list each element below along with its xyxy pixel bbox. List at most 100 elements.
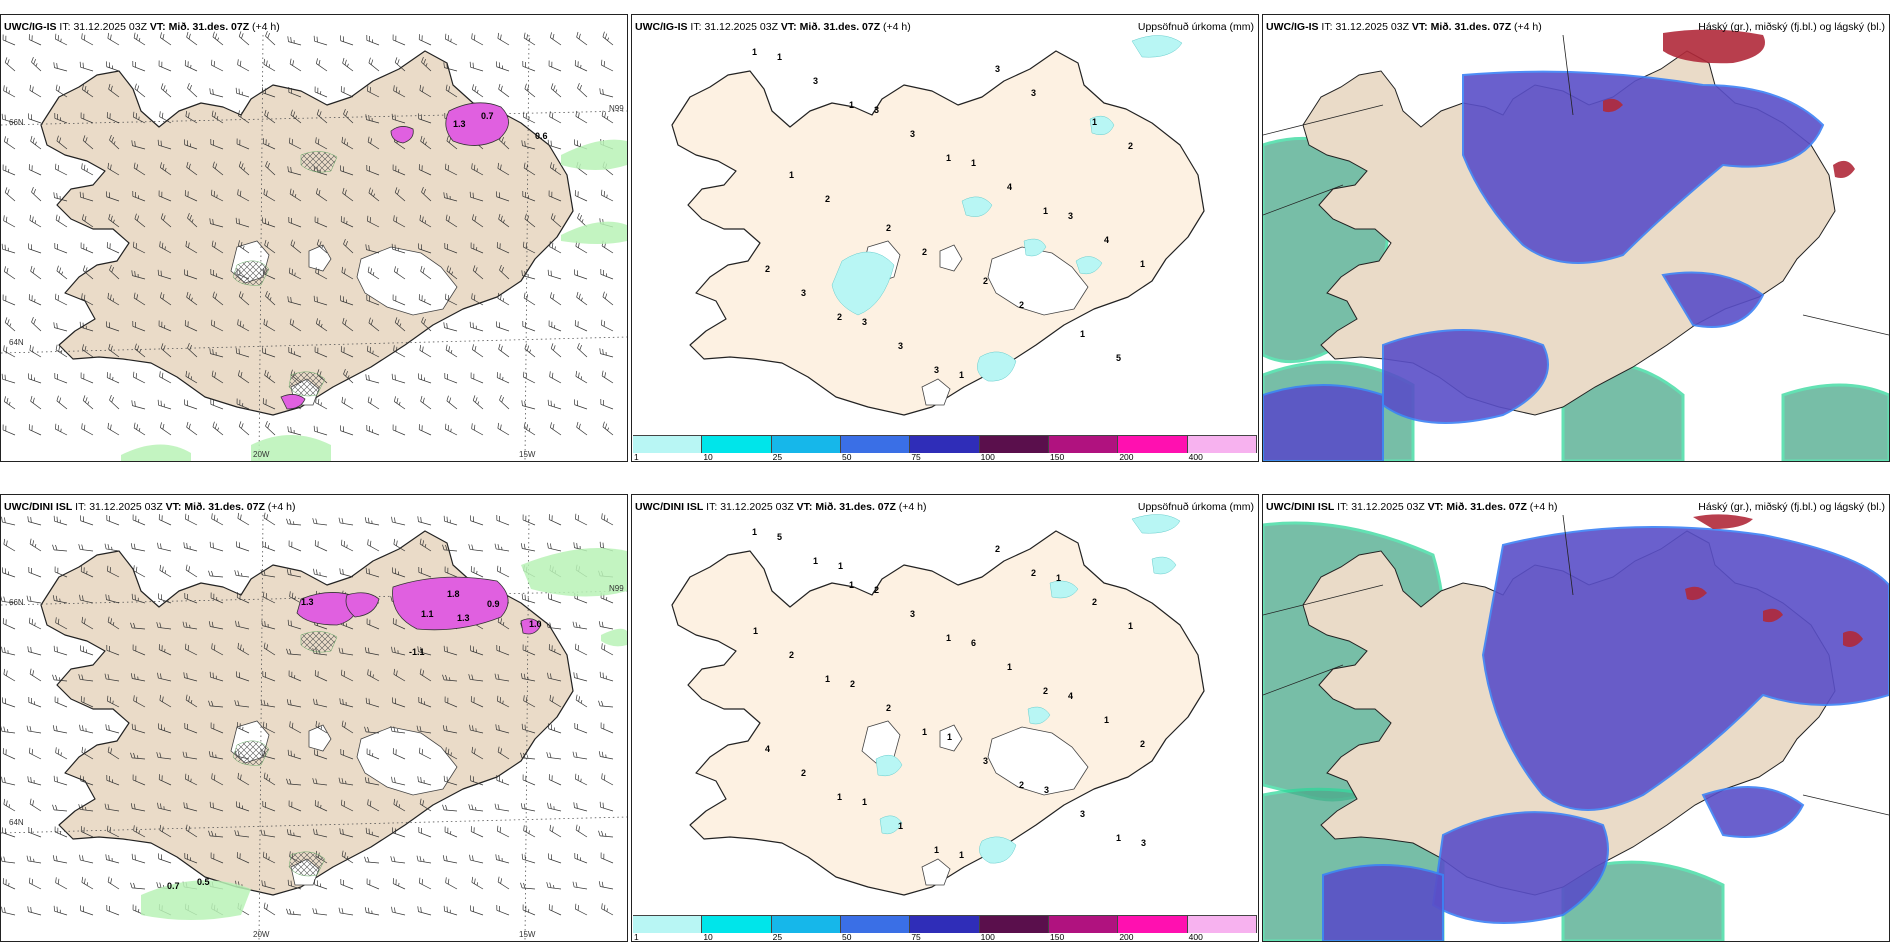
wind-barb xyxy=(132,60,146,72)
wind-barb xyxy=(1,373,16,384)
wind-barb xyxy=(106,904,120,916)
wind-barb xyxy=(1,776,16,786)
wind-barb xyxy=(338,517,354,526)
wind-barb xyxy=(419,538,432,552)
region-boundary xyxy=(1263,104,1384,136)
high-cloud-area xyxy=(1382,329,1549,424)
wind-barb xyxy=(600,722,614,734)
wind-barb xyxy=(78,674,94,682)
wind-barb xyxy=(445,84,458,98)
precip-area xyxy=(1027,706,1051,725)
wind-barb xyxy=(262,347,276,358)
wind-barb xyxy=(521,593,536,604)
cloud-red-area xyxy=(1763,608,1783,623)
wind-barb xyxy=(28,34,42,46)
wind-barb xyxy=(158,723,172,734)
wind-barb xyxy=(546,882,562,890)
wind-barb xyxy=(286,699,302,708)
wind-barb xyxy=(3,538,16,552)
panel-subtitle: Uppsöfnuð úrkoma (mm) xyxy=(1137,501,1254,513)
wind-barb xyxy=(548,904,562,916)
wind-barb xyxy=(498,83,510,98)
wind-barb xyxy=(496,774,510,786)
wind-barb xyxy=(446,265,458,280)
precip-area xyxy=(879,815,903,835)
wind-barb xyxy=(287,749,302,760)
wind-barb xyxy=(236,671,250,682)
wind-barb xyxy=(262,670,276,682)
wind-barb xyxy=(185,564,198,578)
wind-barb xyxy=(550,343,562,358)
wind-barb xyxy=(260,699,276,708)
iceland-coastline xyxy=(671,50,1205,416)
wind-barb xyxy=(157,139,172,150)
wind-barb xyxy=(468,544,484,552)
wind-barb xyxy=(26,855,42,864)
wind-barb xyxy=(368,187,380,202)
wind-barb xyxy=(2,567,16,578)
wind-barb xyxy=(3,215,16,228)
wind-barb xyxy=(133,32,146,46)
wind-barb xyxy=(367,799,380,812)
wind-barb xyxy=(573,802,588,812)
wind-barb xyxy=(107,825,120,838)
axis-label: 20W xyxy=(253,930,270,939)
wind-barb xyxy=(366,878,380,890)
wind-barb xyxy=(494,803,510,812)
wind-barb xyxy=(549,824,562,838)
wind-barb xyxy=(443,775,458,786)
precip-value-label: 1 xyxy=(753,626,758,636)
precip-value-label: 1 xyxy=(1043,206,1048,216)
panel-title: UWC/DINI ISL IT: 31.12.2025 03Z VT: Mið.… xyxy=(4,501,296,513)
wind-barb xyxy=(575,694,588,708)
wind-barb xyxy=(2,827,16,838)
wind-barb xyxy=(339,698,354,708)
glacier xyxy=(308,724,332,752)
wind-barb xyxy=(367,266,380,280)
precip-value-label: 1 xyxy=(898,821,903,831)
wind-barb xyxy=(601,643,614,656)
wind-barb xyxy=(2,878,16,890)
wind-barb xyxy=(600,852,614,864)
legend-ticks: 1 10 25 50 75 100 150 200 400 xyxy=(633,452,1257,461)
wind-barb xyxy=(234,830,250,838)
cloud-red-area xyxy=(1663,29,1765,64)
axis-label: N99 xyxy=(609,104,624,113)
high-cloud-area xyxy=(1481,526,1889,811)
wind-barb xyxy=(366,164,380,176)
precip-value-label: 2 xyxy=(1019,300,1024,310)
region-boundary xyxy=(1263,584,1384,616)
wind-barb xyxy=(314,749,328,760)
wind-barb xyxy=(443,322,458,332)
wind-barb xyxy=(184,592,198,604)
wind-barb xyxy=(547,672,562,682)
wind-barb xyxy=(365,374,380,384)
wind-barb xyxy=(2,424,16,436)
wind-barb xyxy=(468,674,484,682)
wind-barb xyxy=(547,139,562,150)
wind-barb xyxy=(364,777,380,786)
wind-barb xyxy=(3,85,16,98)
cloud-red-area xyxy=(1685,586,1707,601)
precip-area xyxy=(961,196,993,217)
precip-value-label: 2 xyxy=(922,247,927,257)
wind-barb xyxy=(418,164,432,176)
wind-barb xyxy=(601,513,614,526)
precip-value-label: 2 xyxy=(801,768,806,778)
wind-barb xyxy=(364,856,380,864)
wind-barb xyxy=(2,748,16,760)
wind-barb xyxy=(419,84,432,98)
wind-barb xyxy=(263,642,276,656)
wind-barb xyxy=(234,700,250,708)
wind-barb xyxy=(235,217,250,228)
wind-barb xyxy=(160,213,172,228)
wind-barb xyxy=(183,802,198,812)
wind-barb xyxy=(263,851,276,864)
wind-barb xyxy=(158,60,172,72)
wind-barb xyxy=(287,166,302,176)
wind-barb xyxy=(265,290,276,306)
wind-barb xyxy=(390,856,406,864)
wind-barb xyxy=(28,113,42,124)
wind-barb xyxy=(184,190,198,202)
axis-label: 15W xyxy=(519,930,536,939)
